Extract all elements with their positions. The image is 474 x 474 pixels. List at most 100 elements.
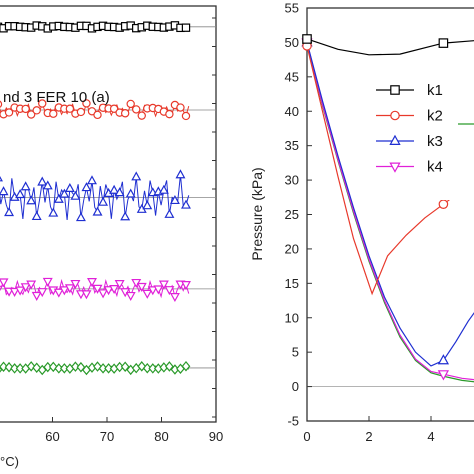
right-data-point [438,38,449,48]
left-data-point [169,293,180,303]
left-data-point [131,171,142,181]
left-data-point [92,206,103,216]
left-data-point [0,366,3,373]
left-data-point [142,200,153,210]
left-data-point [4,207,15,217]
left-data-point [125,188,136,198]
left-data-point [181,111,191,121]
left-x-tick-label: 80 [154,429,168,444]
legend-label-k2: k2 [427,108,443,125]
left-panel: 60 70 80 90 nd 3 FER 10 (a) °C) [0,5,223,469]
right-x-tick-label: 0 [303,429,310,444]
left-data-point [142,289,153,299]
left-series-2 [0,99,216,121]
left-data-point [165,109,174,119]
left-data-point [20,283,31,293]
left-data-point [15,363,25,374]
left-data-point [0,100,3,108]
left-data-point [0,285,3,292]
left-data-point [0,361,8,373]
left-data-point [15,286,26,296]
left-data-point [103,286,114,296]
left-data-point [26,110,36,119]
left-data-point [120,109,130,118]
left-data-point [153,285,164,295]
left-data-point [98,196,109,206]
left-data-point [109,104,119,113]
left-data-point [42,277,53,287]
left-data-point [132,105,141,114]
right-series-line [306,42,474,367]
left-data-point [181,281,191,291]
left-data-point [81,182,92,192]
left-data-point [87,175,97,185]
right-y-tick-label: 30 [285,173,299,188]
left-data-point [37,288,48,298]
left-data-point [4,108,14,117]
left-data-point [109,285,120,295]
left-data-point [31,211,42,221]
left-data-point [164,286,175,296]
left-data-point [48,207,59,217]
left-data-point [142,362,152,374]
right-data-point [302,34,312,44]
left-data-point [175,169,186,179]
left-data-point [0,278,9,288]
left-data-point [148,363,158,374]
left-data-point [126,99,135,109]
right-y-tick-label: 0 [292,379,299,394]
legend-marker [390,85,400,95]
left-data-point [158,280,169,290]
right-series-line [306,42,474,381]
left-series-line [0,174,190,220]
right-y-tick-label: 45 [285,69,299,84]
left-data-point [181,199,191,209]
left-data-point [92,284,103,294]
left-x-tick-label: 70 [100,429,114,444]
left-data-point [136,282,147,292]
left-data-point [64,284,75,294]
right-y-tick-label: -5 [287,414,299,429]
legend-label-k3: k3 [427,133,443,150]
left-data-point [120,211,131,221]
right-y-tick-label: 40 [285,104,299,119]
left-data-point [176,103,185,112]
right-y-tick-label: 5 [292,345,299,360]
right-plot-frame [306,7,474,422]
left-data-point [81,290,92,300]
right-y-tick-label: 15 [285,276,299,291]
left-data-point [147,286,158,296]
left-data-point [164,208,175,218]
left-series-3 [0,169,216,222]
left-data-point [93,110,102,120]
left-x-ticks: 60 70 80 90 [45,17,223,444]
left-data-point [76,107,86,117]
left-data-point [137,111,146,120]
right-y-tick-label: 20 [285,241,299,256]
legend-marker [389,134,401,145]
left-series-1 [0,21,216,33]
left-data-point [114,280,125,290]
left-data-point [49,109,58,118]
right-axis-ticks: -5 0 5 10 15 20 25 30 35 40 45 50 55 0 2 4 [285,1,435,445]
left-data-point [0,186,9,196]
legend-marker [389,162,401,173]
left-data-point [42,180,53,190]
right-y-tick-label: 50 [285,35,299,50]
left-data-point [75,212,86,222]
left-data-point [109,184,120,194]
legend-marker [390,110,400,121]
left-data-point [70,190,81,200]
right-y-tick-label: 35 [285,138,299,153]
left-data-point [125,291,136,301]
left-plot-frame [0,5,217,423]
left-data-point [31,291,42,301]
legend-label-k1: k1 [427,82,443,99]
right-series-line [306,38,474,56]
left-data-point [53,193,64,203]
left-panel-annotation: nd 3 FER 10 (a) [3,89,110,106]
left-data-point [59,286,70,296]
left-series-5 [0,360,216,376]
right-data-point [437,354,450,365]
left-data-point [15,189,26,199]
